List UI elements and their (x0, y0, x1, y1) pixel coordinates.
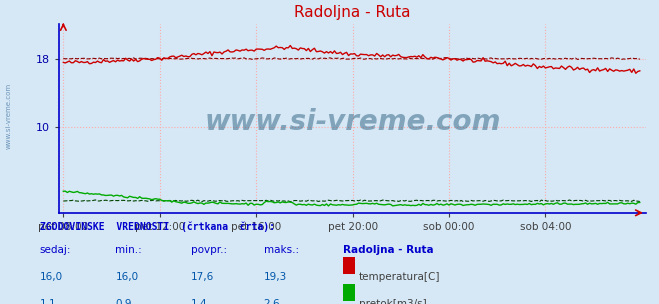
Text: 1,1: 1,1 (40, 299, 56, 304)
Text: 16,0: 16,0 (115, 272, 138, 282)
Text: 0,9: 0,9 (115, 299, 132, 304)
Text: sedaj:: sedaj: (40, 245, 71, 255)
Text: www.si-vreme.com: www.si-vreme.com (5, 82, 11, 149)
Text: 17,6: 17,6 (191, 272, 214, 282)
Text: min.:: min.: (115, 245, 142, 255)
Text: maks.:: maks.: (264, 245, 299, 255)
Text: 16,0: 16,0 (40, 272, 63, 282)
Text: temperatura[C]: temperatura[C] (359, 272, 441, 282)
Text: 1,4: 1,4 (191, 299, 208, 304)
Text: povpr.:: povpr.: (191, 245, 227, 255)
Text: ZGODOVINSKE  VREDNOSTI  (črtkana  črta):: ZGODOVINSKE VREDNOSTI (črtkana črta): (40, 222, 275, 233)
Text: Radoljna - Ruta: Radoljna - Ruta (343, 245, 434, 255)
Text: 19,3: 19,3 (264, 272, 287, 282)
Text: pretok[m3/s]: pretok[m3/s] (359, 299, 427, 304)
Text: 2,6: 2,6 (264, 299, 280, 304)
Title: Radoljna - Ruta: Radoljna - Ruta (295, 5, 411, 20)
Text: www.si-vreme.com: www.si-vreme.com (204, 108, 501, 136)
